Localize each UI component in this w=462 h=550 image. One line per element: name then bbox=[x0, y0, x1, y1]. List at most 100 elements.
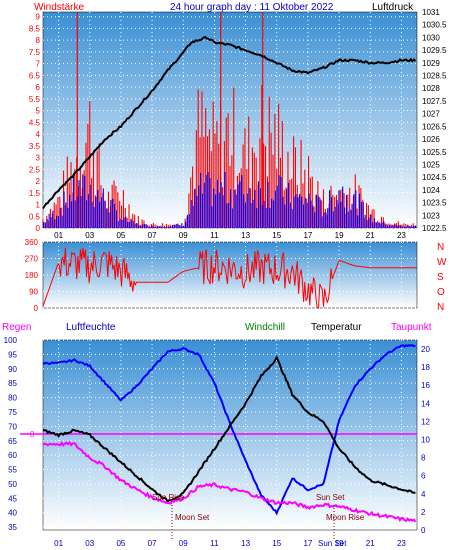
pressure-tick-label: 1028.5 bbox=[422, 72, 447, 81]
wind-tick-label: 1 bbox=[36, 201, 41, 210]
time-tick-label: 09 bbox=[179, 231, 188, 240]
time-tick-label: 13 bbox=[241, 539, 250, 548]
time-tick-label: 11 bbox=[210, 231, 219, 240]
temperature-tick-label: 10 bbox=[421, 436, 430, 445]
wind-tick-label: 3 bbox=[36, 154, 41, 163]
compass-label: W bbox=[437, 257, 447, 268]
sun-set-axis-annotation: Sun Set bbox=[318, 539, 347, 548]
time-tick-label: 23 bbox=[397, 539, 406, 548]
humidity-tick-label: 45 bbox=[8, 494, 17, 503]
humidity-tick-label: 40 bbox=[8, 509, 17, 518]
time-tick-label: 07 bbox=[148, 539, 157, 548]
direction-tick-label: 360 bbox=[25, 238, 39, 247]
humidity-tick-label: 75 bbox=[8, 408, 17, 417]
humidity-tick-label: 100 bbox=[4, 336, 18, 345]
humidity-axis-ticks: 100 95 90 85 80 75 70 65 60 55 50 45 40 35 bbox=[4, 336, 18, 532]
time-tick-label: 23 bbox=[397, 231, 406, 240]
compass-label: N bbox=[437, 302, 444, 313]
direction-tick-label: 90 bbox=[29, 288, 38, 297]
time-tick-label: 03 bbox=[85, 231, 94, 240]
wind-tick-label: 7.5 bbox=[29, 48, 41, 57]
time-axis-ticks-bottom: 01 03 05 07 09 11 13 15 17 19 21 23 bbox=[54, 539, 406, 548]
wind-tick-label: 8.5 bbox=[29, 24, 41, 33]
humidity-tick-label: 70 bbox=[8, 422, 17, 431]
wind-axis-title: Windstärke bbox=[34, 2, 84, 13]
pressure-tick-label: 1027.5 bbox=[422, 97, 447, 106]
compass-label: N bbox=[437, 242, 444, 253]
compass-label: O bbox=[437, 287, 445, 298]
time-tick-label: 15 bbox=[272, 539, 281, 548]
zero-marker: 0 bbox=[30, 430, 35, 439]
pressure-axis-ticks: 1031 1030.5 1030 1029.5 1029 1028.5 1028 1027.5… bbox=[422, 8, 447, 233]
humidity-tick-label: 60 bbox=[8, 451, 17, 460]
chart-title: 24 hour graph day : 11 Oktober 2022 bbox=[170, 2, 334, 13]
pressure-tick-label: 1025.5 bbox=[422, 148, 447, 157]
sun-rise-annotation: Sun Rise bbox=[152, 493, 185, 502]
time-tick-label: 11 bbox=[210, 539, 219, 548]
pressure-tick-label: 1024 bbox=[422, 186, 440, 195]
temperature-tick-label: 14 bbox=[421, 399, 430, 408]
pressure-tick-label: 1022.5 bbox=[422, 224, 447, 233]
pressure-tick-label: 1027 bbox=[422, 110, 440, 119]
time-tick-label: 17 bbox=[303, 539, 312, 548]
wind-tick-label: 5.5 bbox=[29, 95, 41, 104]
time-axis-ticks-top: 01 03 05 07 09 11 13 15 17 19 21 23 bbox=[54, 231, 406, 240]
pressure-tick-label: 1028 bbox=[422, 84, 440, 93]
wind-tick-label: 0.5 bbox=[29, 212, 41, 221]
humidity-tick-label: 55 bbox=[8, 466, 17, 475]
temperature-tick-label: 16 bbox=[421, 381, 430, 390]
wind-axis-ticks: 0 0.5 1 1.5 2 2.5 3 3.5 4 4.5 5 5.5 6 6.5 7 7.5 8 8.5 9 bbox=[29, 13, 41, 233]
time-tick-label: 01 bbox=[54, 539, 63, 548]
temperature-tick-label: 4 bbox=[421, 490, 426, 499]
direction-tick-label: 0 bbox=[34, 304, 39, 313]
wind-tick-label: 5 bbox=[36, 107, 41, 116]
sun-set-annotation: Sun Set bbox=[316, 493, 345, 502]
moon-set-annotation: Moon Set bbox=[175, 513, 210, 522]
time-tick-label: 19 bbox=[335, 231, 344, 240]
direction-tick-label: 270 bbox=[25, 255, 39, 264]
temperature-tick-label: 20 bbox=[421, 345, 430, 354]
moon-rise-annotation: Moon Rise bbox=[326, 513, 365, 522]
wind-tick-label: 6 bbox=[36, 83, 41, 92]
humidity-tick-label: 80 bbox=[8, 394, 17, 403]
humidity-tick-label: 35 bbox=[8, 523, 17, 532]
wind-direction-line bbox=[42, 247, 417, 309]
temperature-humidity-plot-area bbox=[42, 339, 418, 531]
pressure-tick-label: 1031 bbox=[422, 8, 440, 17]
compass-label: S bbox=[437, 272, 444, 283]
wind-tick-label: 7 bbox=[36, 60, 41, 69]
pressure-tick-label: 1026.5 bbox=[422, 122, 447, 131]
temperature-tick-label: 0 bbox=[421, 526, 426, 535]
time-tick-label: 03 bbox=[85, 539, 94, 548]
pressure-tick-label: 1030.5 bbox=[422, 21, 447, 30]
time-tick-label: 01 bbox=[54, 231, 63, 240]
temperature-label: Temperatur bbox=[311, 322, 362, 333]
wind-tick-label: 9 bbox=[36, 13, 41, 22]
time-tick-label: 09 bbox=[179, 539, 188, 548]
pressure-tick-label: 1023.5 bbox=[422, 199, 447, 208]
wind-tick-label: 2 bbox=[36, 177, 41, 186]
humidity-tick-label: 85 bbox=[8, 379, 17, 388]
wind-tick-label: 4.5 bbox=[29, 118, 41, 127]
direction-tick-label: 180 bbox=[25, 271, 39, 280]
wind-tick-label: 2.5 bbox=[29, 165, 41, 174]
wind-tick-label: 0 bbox=[36, 224, 41, 233]
temperature-line bbox=[42, 355, 416, 504]
wind-tick-label: 4 bbox=[36, 130, 41, 139]
time-tick-label: 17 bbox=[303, 231, 312, 240]
temperature-tick-label: 2 bbox=[421, 508, 426, 517]
pressure-tick-label: 1024.5 bbox=[422, 173, 447, 182]
time-tick-label: 15 bbox=[272, 231, 281, 240]
time-tick-label: 13 bbox=[241, 231, 250, 240]
pressure-tick-label: 1026 bbox=[422, 135, 440, 144]
windchill-label: Windchill bbox=[245, 322, 285, 333]
time-tick-label: 05 bbox=[116, 539, 125, 548]
temperature-tick-label: 6 bbox=[421, 472, 426, 481]
temperature-tick-label: 8 bbox=[421, 454, 426, 463]
pressure-axis-title: Luftdruck bbox=[372, 2, 414, 13]
humidity-tick-label: 90 bbox=[8, 365, 17, 374]
humidity-tick-label: 50 bbox=[8, 480, 17, 489]
dewpoint-line bbox=[42, 440, 417, 523]
